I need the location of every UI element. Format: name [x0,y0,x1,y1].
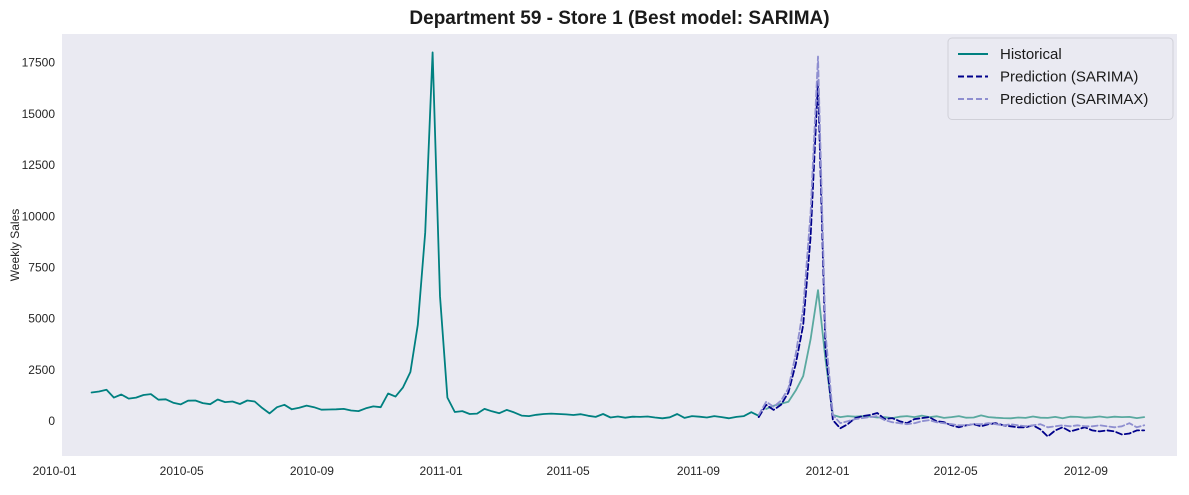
y-tick-label: 10000 [22,209,56,223]
y-tick-label: 2500 [28,363,55,377]
x-tick-label: 2010-05 [160,464,204,478]
x-tick-label: 2010-01 [33,464,77,478]
x-tick-label: 2012-05 [934,464,978,478]
x-tick-label: 2010-09 [290,464,334,478]
legend-entry: Prediction (SARIMA) [1000,69,1138,86]
legend: Historical Prediction (SARIMA) Prediction … [947,37,1174,120]
legend-box [947,37,1174,120]
y-tick-label: 0 [48,414,55,428]
x-axis: 2010-01 2010-05 2010-09 2011-01 2011-05 2011-… [33,464,1109,478]
series-line-0 [90,51,760,420]
x-tick-label: 2012-01 [806,464,850,478]
series-layer [90,51,1146,438]
x-tick-label: 2012-09 [1064,464,1108,478]
y-tick-label: 17500 [22,56,56,70]
x-tick-label: 2011-01 [420,464,463,478]
y-tick-label: 12500 [22,158,56,172]
y-tick-label: 15000 [22,107,56,121]
y-tick-label: 5000 [28,312,55,326]
legend-entry: Prediction (SARIMAX) [1000,91,1148,108]
x-tick-label: 2011-05 [547,464,590,478]
series-line-3 [757,55,1146,429]
legend-entry: Historical [1000,46,1062,63]
chart-title: Department 59 - Store 1 (Best model: SAR… [409,8,829,29]
x-tick-label: 2011-09 [677,464,720,478]
y-axis-label: Weekly Sales [8,209,22,281]
y-axis: 0 2500 5000 7500 10000 12500 15000 17500 [22,56,56,429]
y-tick-label: 7500 [28,261,55,275]
